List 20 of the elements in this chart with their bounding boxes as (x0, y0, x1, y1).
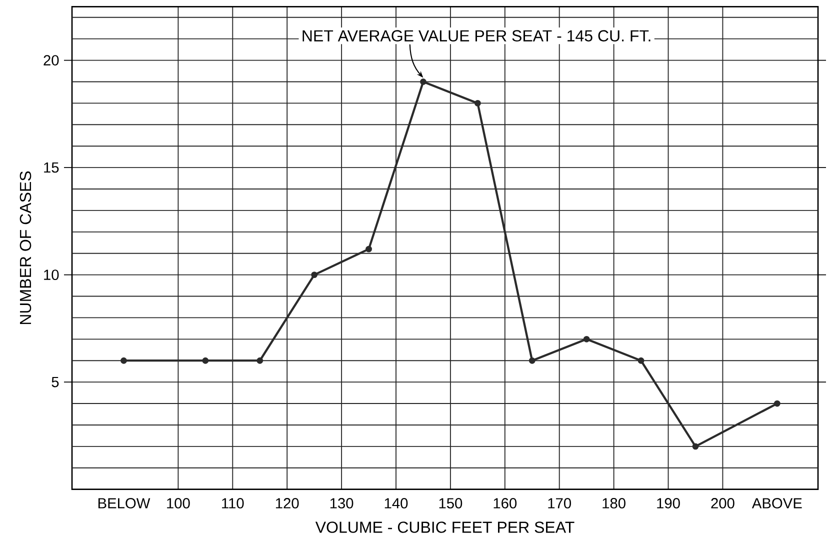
y-tick-label: 20 (44, 55, 59, 66)
x-tick-label: 110 (222, 498, 244, 508)
y-tick-label: 15 (44, 162, 59, 173)
y-tick-label: 5 (52, 376, 59, 388)
x-tick-label: 170 (548, 498, 571, 508)
x-tick-label: 190 (657, 498, 680, 508)
y-tick-label: 10 (44, 270, 59, 280)
x-tick-label: ABOVE (752, 498, 802, 508)
x-tick-label: 160 (494, 498, 517, 508)
x-tick-label: 120 (276, 498, 299, 508)
x-tick-label: 140 (384, 498, 408, 508)
annotation: NET AVERAGE VALUE PER SEAT - 145 CU. FT. (302, 30, 650, 42)
x-tick-label: 180 (602, 498, 626, 508)
x-tick-label: 150 (439, 498, 462, 508)
x-tick-label: 100 (167, 498, 190, 508)
x-tick-label: 200 (711, 498, 734, 508)
y-axis-title: NUMBER OF CASES (20, 171, 32, 324)
x-tick-label: 130 (330, 498, 354, 508)
x-axis-title: VOLUME - CUBIC FEET PER SEAT (315, 522, 574, 533)
x-tick-label: BELOW (98, 498, 150, 508)
